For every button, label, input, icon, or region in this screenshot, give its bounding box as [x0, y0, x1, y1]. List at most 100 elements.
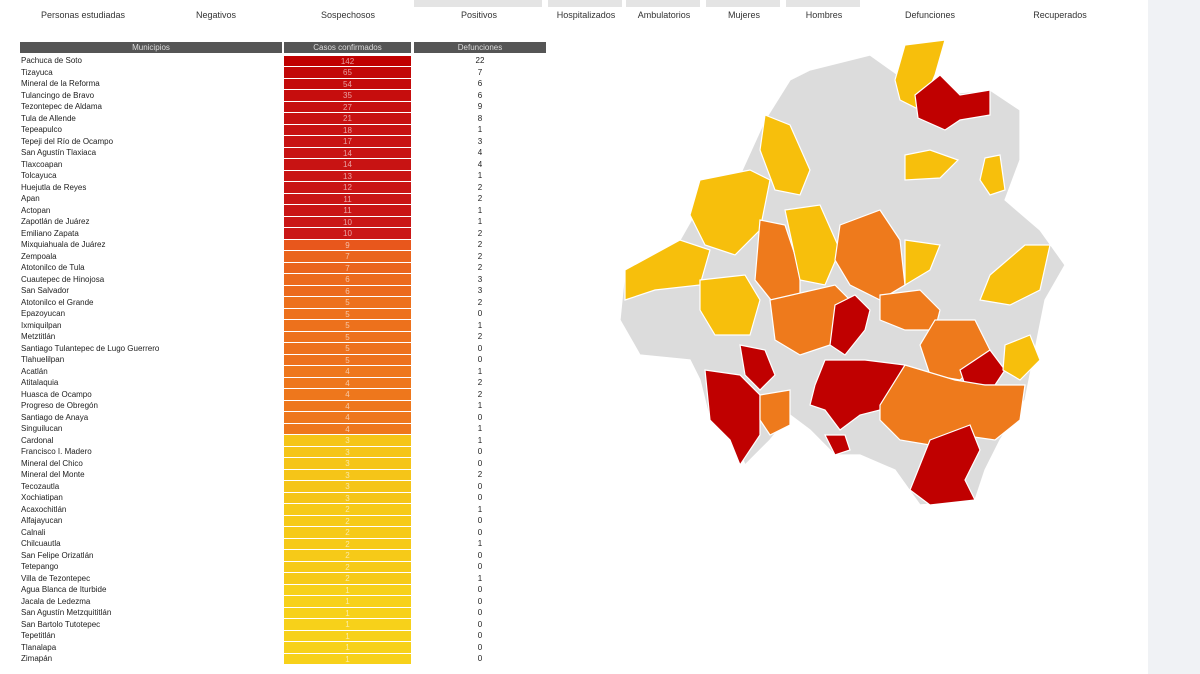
municipio: Pachuca de Soto	[21, 56, 82, 65]
table-row: Tlahuelilpan 5 0	[20, 354, 546, 366]
tab[interactable]: Defunciones	[904, 10, 956, 20]
table-row: Santiago de Anaya 4 0	[20, 412, 546, 424]
municipio: Tezontepec de Aldama	[21, 102, 102, 111]
deaths: 1	[477, 125, 483, 134]
deaths: 4	[477, 148, 483, 157]
deaths: 2	[477, 194, 483, 203]
municipio: Progreso de Obregón	[21, 401, 98, 410]
municipio: Acaxochitlán	[21, 504, 67, 514]
deaths: 0	[477, 493, 483, 502]
municipio: Tepetitlán	[21, 631, 56, 640]
deaths: 0	[477, 596, 483, 606]
map-region-yellow	[979, 244, 1051, 306]
table-row: San Felipe Orizatlán 2 0	[20, 550, 546, 562]
tab[interactable]: Hospitalizados	[556, 10, 616, 20]
municipio: Atotonilco el Grande	[21, 297, 94, 307]
municipio: Cuautepec de Hinojosa	[21, 274, 105, 284]
municipio: Alfajayucan	[21, 516, 63, 525]
tab[interactable]: Ambulatorios	[637, 10, 691, 20]
municipio: Santiago de Anaya	[21, 412, 89, 422]
table-row: Zapotlán de Juárez 10 1	[20, 216, 546, 228]
table-row: Xochiatipan 3 0	[20, 492, 546, 504]
table-row: Tezontepec de Aldama 27 9	[20, 101, 546, 113]
deaths: 0	[477, 355, 483, 364]
deaths: 2	[477, 297, 483, 307]
municipio: Zapotlán de Juárez	[21, 217, 90, 226]
confirmed-cases: 12	[284, 182, 411, 193]
tab[interactable]: Personas estudiadas	[40, 10, 126, 20]
table-row: Tepeji del Río de Ocampo 17 3	[20, 136, 546, 148]
map-region-red	[909, 424, 981, 506]
deaths: 0	[477, 458, 483, 468]
municipio: San Felipe Orizatlán	[21, 550, 94, 560]
tab[interactable]: Hombres	[805, 10, 843, 20]
sidebar	[1148, 0, 1200, 674]
map-region-red	[824, 434, 851, 456]
municipio: Tlahuelilpan	[21, 355, 65, 364]
map-region-yellow	[759, 114, 811, 196]
deaths: 1	[477, 401, 483, 410]
tab[interactable]: Mujeres	[727, 10, 760, 20]
deaths: 0	[477, 527, 483, 537]
confirmed-cases: 1	[284, 607, 411, 618]
map-region-red	[914, 74, 991, 131]
table-row: Ixmiquilpan 5 1	[20, 320, 546, 332]
confirmed-cases: 5	[284, 354, 411, 365]
confirmed-cases: 7	[284, 251, 411, 262]
confirmed-cases: 14	[284, 159, 411, 170]
confirmed-cases: 4	[284, 366, 411, 377]
map-region-yellow	[699, 274, 761, 336]
confirmed-cases: 4	[284, 400, 411, 411]
deaths: 0	[477, 631, 483, 640]
table-row: Jacala de Ledezma 1 0	[20, 596, 546, 608]
confirmed-cases: 5	[284, 308, 411, 319]
table-row: Mineral de la Reforma 54 6	[20, 78, 546, 90]
confirmed-cases: 3	[284, 446, 411, 457]
table-row: San Salvador 6 3	[20, 285, 546, 297]
deaths: 1	[477, 539, 483, 548]
tab[interactable]: Sospechosos	[320, 10, 376, 20]
municipio: Ixmiquilpan	[21, 320, 62, 330]
municipio: San Agustín Metzquititlán	[21, 608, 112, 617]
municipio: Apan	[21, 194, 40, 203]
table-row: Progreso de Obregón 4 1	[20, 400, 546, 412]
municipio: Chilcuautla	[21, 539, 61, 548]
deaths: 1	[477, 504, 483, 514]
table-row: Zempoala 7 2	[20, 251, 546, 263]
municipio: Santiago Tulantepec de Lugo Guerrero	[21, 343, 160, 353]
municipio: Atitalaquia	[21, 378, 59, 387]
confirmed-cases: 35	[284, 90, 411, 101]
confirmed-cases: 6	[284, 285, 411, 296]
deaths: 2	[477, 470, 483, 479]
table-row: Acaxochitlán 2 1	[20, 504, 546, 516]
confirmed-cases: 5	[284, 331, 411, 342]
confirmed-cases: 2	[284, 527, 411, 538]
municipio: Mineral del Chico	[21, 458, 83, 468]
deaths: 1	[477, 320, 483, 330]
map-region-orange	[759, 389, 791, 436]
table-row: Tlanalapa 1 0	[20, 642, 546, 654]
municipio: Tizayuca	[21, 67, 53, 77]
column-header: Casos confirmados	[284, 42, 411, 53]
deaths: 2	[477, 389, 483, 399]
table-row: Tlaxcoapan 14 4	[20, 159, 546, 171]
tab[interactable]: Positivos	[460, 10, 497, 20]
municipio: Zempoala	[21, 251, 57, 261]
deaths: 2	[477, 182, 483, 192]
municipio: Actopan	[21, 205, 51, 215]
confirmed-cases: 4	[284, 377, 411, 388]
table-row: Cardonal 3 1	[20, 435, 546, 447]
confirmed-cases: 10	[284, 216, 411, 227]
deaths: 1	[477, 366, 483, 376]
column-header: Municipios	[20, 42, 282, 53]
deaths: 1	[477, 573, 483, 583]
tab[interactable]: Negativos	[195, 10, 237, 20]
deaths: 1	[477, 171, 483, 180]
deaths: 0	[477, 516, 483, 525]
table-row: Alfajayucan 2 0	[20, 515, 546, 527]
table-row: Tizayuca 65 7	[20, 67, 546, 79]
choropleth-map	[619, 39, 1066, 506]
tab[interactable]: Recuperados	[1033, 10, 1087, 20]
municipio: Mixquiahuala de Juárez	[21, 240, 106, 249]
